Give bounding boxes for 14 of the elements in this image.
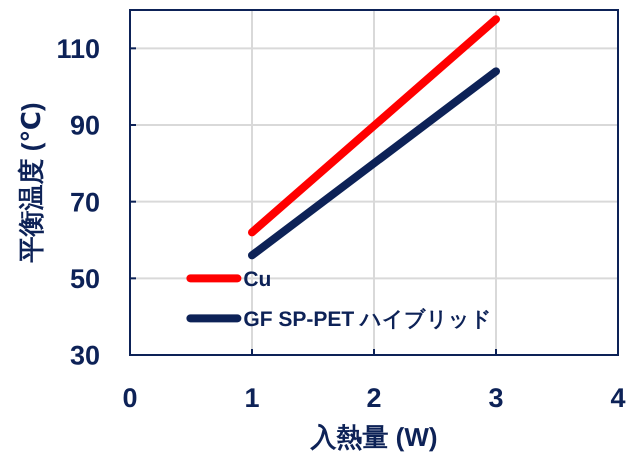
- y-axis-title: 平衡温度 (℃): [16, 102, 46, 264]
- x-tick-label: 3: [488, 383, 504, 413]
- x-axis-title: 入熱量 (W): [309, 422, 438, 452]
- y-tick-label: 50: [70, 264, 100, 294]
- legend-label: GF SP-PET ハイブリッド: [243, 306, 492, 331]
- y-tick-label: 30: [70, 340, 100, 371]
- x-tick-label: 1: [244, 383, 260, 413]
- x-tick-label: 0: [122, 383, 138, 413]
- x-tick-label: 4: [610, 383, 626, 413]
- y-tick-label: 110: [56, 34, 100, 64]
- y-tick-label: 70: [70, 187, 100, 218]
- x-tick-label: 2: [366, 383, 382, 413]
- legend-label: Cu: [243, 268, 272, 291]
- y-tick-label: 90: [70, 110, 100, 141]
